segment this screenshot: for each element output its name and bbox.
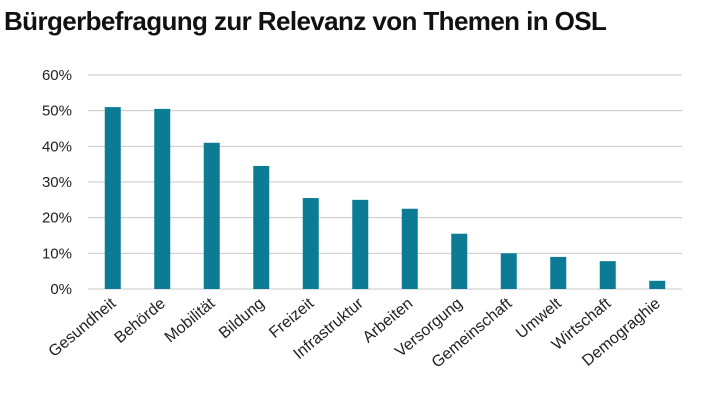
- bar-freizeit: [302, 198, 319, 289]
- y-tick-label: 50%: [42, 103, 72, 120]
- y-tick-label: 60%: [42, 67, 72, 84]
- chart-title: Bürgerbefragung zur Relevanz von Themen …: [4, 6, 607, 36]
- y-tick-label: 10%: [42, 245, 72, 262]
- bar-infrastruktur: [352, 199, 369, 289]
- x-category-label: Bildung: [216, 295, 268, 342]
- bar-gesundheit: [104, 107, 121, 289]
- bar-bildung: [253, 165, 270, 289]
- x-category-label: Mobilität: [162, 295, 219, 347]
- bar-mobilität: [203, 142, 220, 289]
- x-category-label: Gesundheit: [46, 295, 120, 361]
- y-tick-label: 30%: [42, 174, 72, 191]
- y-tick-label: 40%: [42, 138, 72, 155]
- x-category-label: Behörde: [112, 295, 169, 347]
- bar-wirtschaft: [599, 261, 616, 289]
- gridlines: [88, 74, 682, 290]
- bar-versorgung: [451, 233, 468, 289]
- y-tick-label: 20%: [42, 210, 72, 227]
- bar-behörde: [154, 108, 171, 289]
- y-axis-tick-labels: 0% 10% 20% 30% 40% 50% 60%: [42, 67, 72, 298]
- x-axis-category-labels: GesundheitBehördeMobilitätBildungFreizei…: [46, 295, 664, 372]
- bars: [104, 107, 666, 289]
- bar-demograghie: [649, 280, 666, 289]
- bar-umwelt: [550, 256, 567, 289]
- bar-arbeiten: [401, 208, 418, 289]
- y-tick-label: 0%: [50, 281, 72, 298]
- bar-gemeinschaft: [500, 253, 517, 289]
